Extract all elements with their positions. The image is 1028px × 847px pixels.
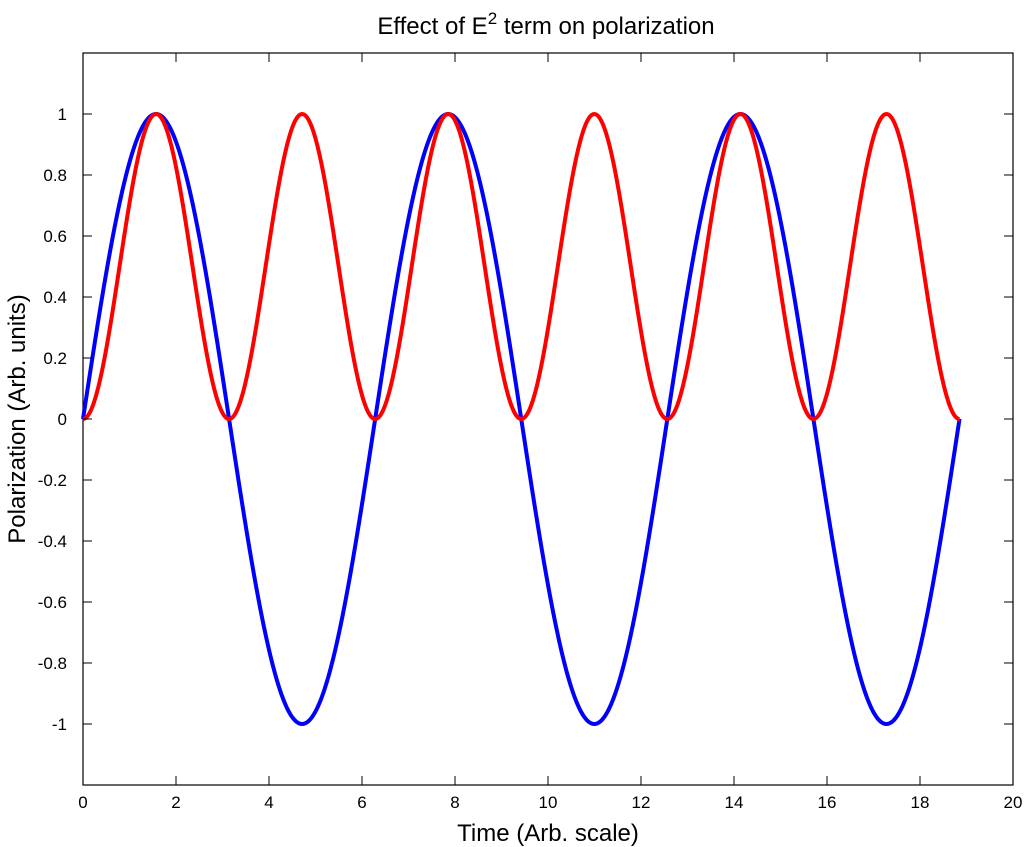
x-tick-label: 4 xyxy=(264,793,273,812)
y-axis-label: Polarization (Arb. units) xyxy=(4,294,31,543)
chart-title: Effect of E2 term on polarization xyxy=(377,9,714,40)
x-axis: 0 2 4 6 8 10 12 14 16 18 20 xyxy=(78,53,1022,812)
y-tick-label: 1 xyxy=(58,105,67,124)
y-tick-label: 0.8 xyxy=(43,166,67,185)
x-tick-label: 6 xyxy=(357,793,366,812)
y-tick-label: -1 xyxy=(52,715,67,734)
y-tick-label: 0.6 xyxy=(43,227,67,246)
plot-area xyxy=(82,52,1014,786)
x-axis-label: Time (Arb. scale) xyxy=(457,820,639,847)
x-tick-label: 14 xyxy=(725,793,744,812)
x-tick-label: 16 xyxy=(818,793,837,812)
plot-frame xyxy=(82,52,1014,786)
y-tick-label: -0.6 xyxy=(38,593,67,612)
series-layer xyxy=(81,112,962,726)
y-tick-label: 0.2 xyxy=(43,349,67,368)
x-tick-label: 20 xyxy=(1004,793,1023,812)
y-tick-label: -0.8 xyxy=(38,654,67,673)
y-axis: 1 0.8 0.6 0.4 0.2 0 -0.2 -0.4 -0.6 -0.8 -1 xyxy=(38,105,1013,734)
x-tick-label: 0 xyxy=(78,793,87,812)
x-tick-label: 10 xyxy=(539,793,558,812)
y-tick-label: -0.2 xyxy=(38,471,67,490)
x-tick-label: 2 xyxy=(171,793,180,812)
x-tick-label: 8 xyxy=(450,793,459,812)
series-line-sin-squared xyxy=(82,112,961,421)
y-tick-label: 0.4 xyxy=(43,288,67,307)
x-tick-label: 18 xyxy=(911,793,930,812)
y-tick-label: 0 xyxy=(58,410,67,429)
y-tick-label: -0.4 xyxy=(38,532,67,551)
x-tick-label: 12 xyxy=(632,793,651,812)
